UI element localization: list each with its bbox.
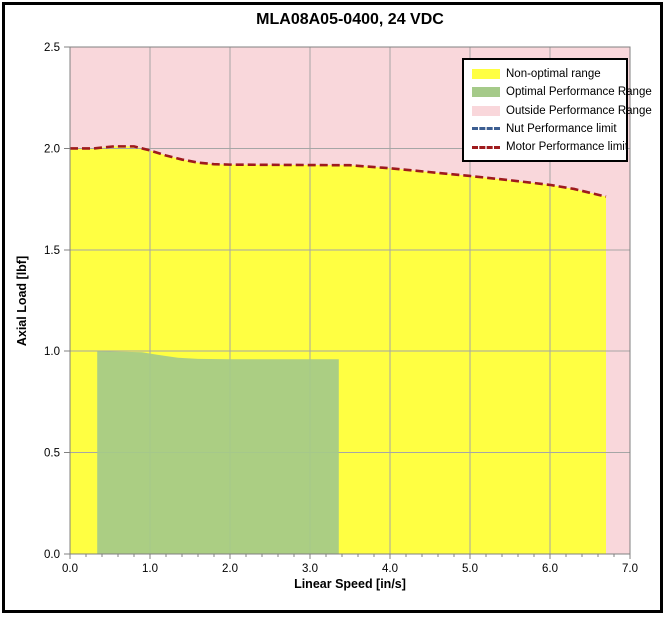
x-tick-label: 6.0 bbox=[542, 563, 558, 575]
outside-swatch-icon bbox=[472, 105, 500, 116]
optimal-performance-region bbox=[97, 351, 339, 554]
legend-item-optimal: Optimal Performance Range bbox=[472, 83, 652, 101]
y-tick-label: 2.0 bbox=[44, 143, 60, 155]
legend-label: Nut Performance limit bbox=[506, 122, 617, 135]
legend: Non-optimal range Optimal Performance Ra… bbox=[462, 58, 652, 162]
motor-performance-limit-curve bbox=[70, 145, 607, 198]
x-tick-label: 3.0 bbox=[302, 563, 318, 575]
legend-label: Outside Performance Range bbox=[506, 104, 652, 117]
y-axis-title: Axial Load [lbf] bbox=[15, 255, 29, 347]
optimal-swatch-icon bbox=[472, 87, 500, 98]
x-tick-label: 2.0 bbox=[222, 563, 238, 575]
legend-label: Non-optimal range bbox=[506, 68, 601, 80]
axis-ticks bbox=[64, 46, 631, 559]
legend-item-non-optimal: Non-optimal range bbox=[472, 65, 620, 83]
x-tick-label: 0.0 bbox=[62, 563, 78, 575]
chart-title: MLA08A05-0400, 24 VDC bbox=[256, 11, 444, 28]
tick-labels: 0.0 1.0 2.0 3.0 4.0 5.0 6.0 7.0 0.0 0.5 1.0 1.5 2.0 2… bbox=[44, 42, 638, 575]
non-optimal-swatch-icon bbox=[472, 69, 500, 79]
y-tick-label: 0.5 bbox=[44, 448, 60, 460]
plot-border bbox=[69, 46, 631, 555]
legend-label: Motor Performance limit bbox=[506, 141, 629, 153]
legend-item-motor-limit: Motor Performance limit bbox=[472, 138, 628, 156]
legend-label: Optimal Performance Range bbox=[506, 86, 652, 99]
x-tick-label: 7.0 bbox=[622, 563, 638, 575]
y-tick-label: 0.0 bbox=[44, 549, 60, 561]
x-tick-label: 4.0 bbox=[382, 563, 398, 575]
legend-item-outside: Outside Performance Range bbox=[472, 102, 652, 120]
x-tick-label: 5.0 bbox=[462, 563, 478, 575]
x-tick-label: 1.0 bbox=[142, 563, 158, 575]
legend-item-nut-limit: Nut Performance limit bbox=[472, 120, 620, 138]
x-axis-title: Linear Speed [in/s] bbox=[294, 577, 406, 591]
chart-plot: 0.0 1.0 2.0 3.0 4.0 5.0 6.0 7.0 0.0 0.5 1.0 1.5 2.0 2… bbox=[44, 42, 638, 575]
y-tick-label: 1.0 bbox=[44, 346, 60, 358]
motor-limit-dashed-line-icon bbox=[472, 145, 500, 149]
y-tick-label: 1.5 bbox=[44, 245, 60, 257]
y-tick-label: 2.5 bbox=[44, 42, 60, 54]
nut-limit-dashed-line-icon bbox=[472, 127, 500, 131]
